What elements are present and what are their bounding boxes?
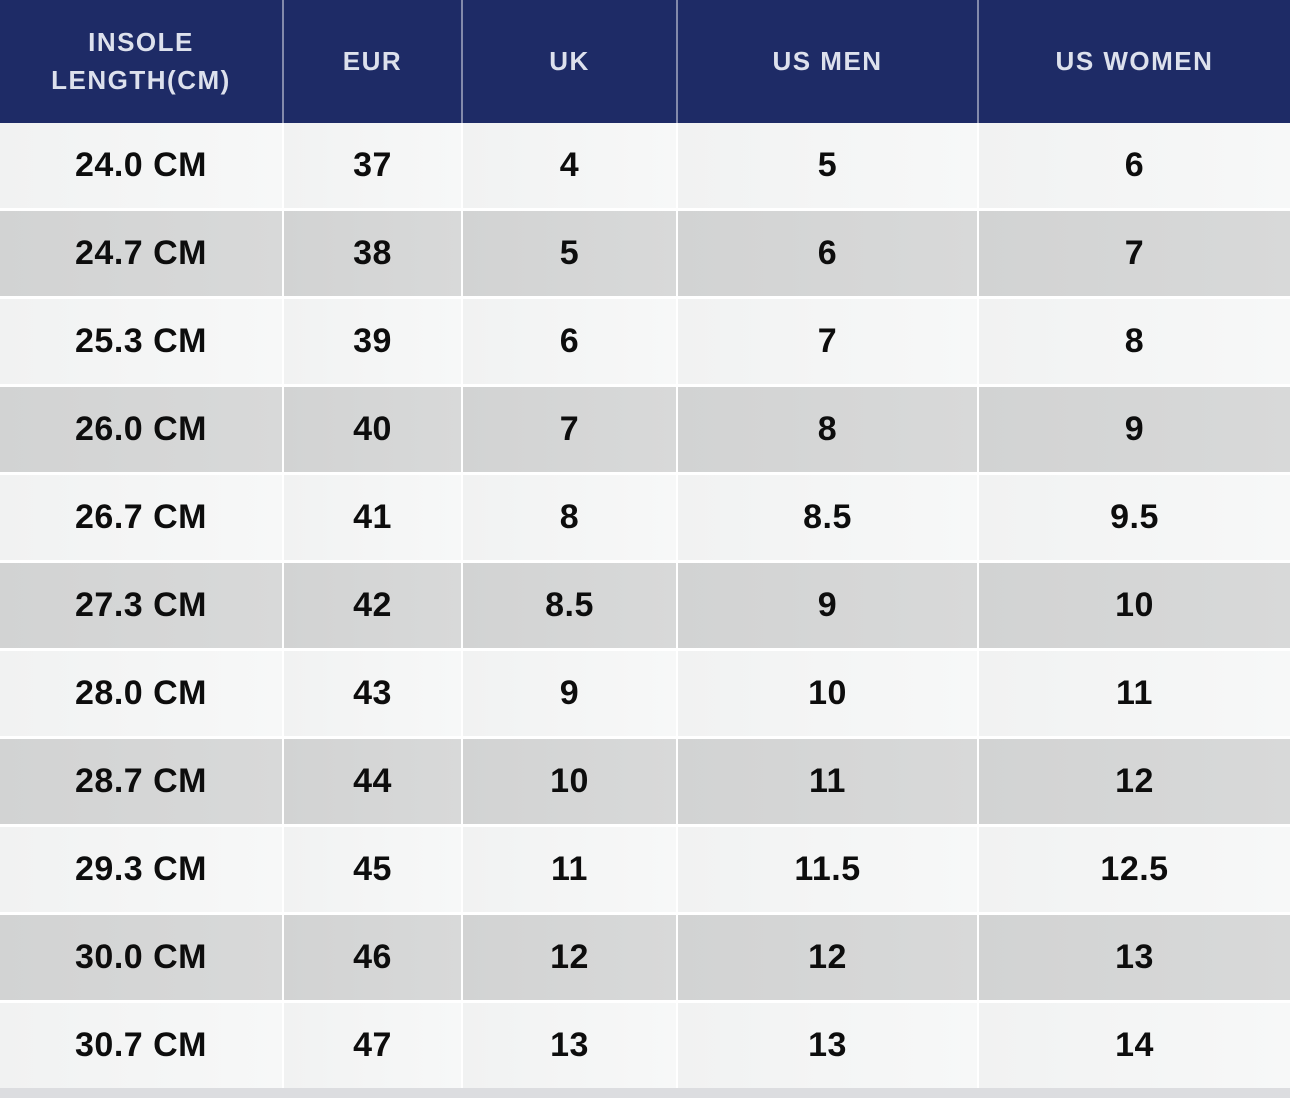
table-cell: 10 — [977, 560, 1290, 650]
table-row: 28.0 CM 43 9 10 11 — [0, 648, 1290, 738]
table-cell: 7 — [676, 296, 978, 386]
table-cell: 8 — [676, 384, 978, 474]
table-cell: 13 — [461, 1000, 677, 1088]
table-cell: 9.5 — [977, 472, 1290, 562]
table-row: 27.3 CM 42 8.5 9 10 — [0, 560, 1290, 650]
table-cell: 27.3 CM — [0, 560, 283, 650]
table-cell: 8.5 — [461, 560, 677, 650]
table-row: 24.0 CM 37 4 5 6 — [0, 123, 1290, 210]
table-cell: 5 — [461, 208, 677, 298]
table-header: INSOLE LENGTH(CM) EUR UK US MEN US WOMEN — [0, 0, 1290, 123]
table-body: 24.0 CM 37 4 5 6 24.7 CM 38 5 6 7 25.3 CM 39 6 7 8 26.0… — [0, 123, 1290, 1088]
table-cell: 30.0 CM — [0, 912, 283, 1002]
table-cell: 10 — [676, 648, 978, 738]
bottom-edge-strip — [0, 1088, 1290, 1098]
table-cell: 29.3 CM — [0, 824, 283, 914]
table-cell: 43 — [282, 648, 462, 738]
table-row: 28.7 CM 44 10 11 12 — [0, 736, 1290, 826]
table-cell: 46 — [282, 912, 462, 1002]
table-cell: 37 — [282, 123, 462, 210]
table-cell: 41 — [282, 472, 462, 562]
table-row: 26.0 CM 40 7 8 9 — [0, 384, 1290, 474]
table-row: 26.7 CM 41 8 8.5 9.5 — [0, 472, 1290, 562]
table-cell: 8.5 — [676, 472, 978, 562]
header-cell-uk: UK — [461, 0, 677, 123]
header-cell-us-men: US MEN — [676, 0, 978, 123]
header-row: INSOLE LENGTH(CM) EUR UK US MEN US WOMEN — [0, 0, 1290, 123]
header-cell-us-women: US WOMEN — [977, 0, 1290, 123]
table-cell: 28.0 CM — [0, 648, 283, 738]
table-cell: 30.7 CM — [0, 1000, 283, 1088]
table-row: 25.3 CM 39 6 7 8 — [0, 296, 1290, 386]
table-cell: 47 — [282, 1000, 462, 1088]
table-cell: 6 — [977, 123, 1290, 210]
table-cell: 28.7 CM — [0, 736, 283, 826]
header-cell-insole-length: INSOLE LENGTH(CM) — [0, 0, 283, 123]
table-cell: 42 — [282, 560, 462, 650]
table-cell: 44 — [282, 736, 462, 826]
table-cell: 8 — [977, 296, 1290, 386]
table-cell: 12 — [676, 912, 978, 1002]
table-cell: 45 — [282, 824, 462, 914]
table-cell: 4 — [461, 123, 677, 210]
table-row: 30.0 CM 46 12 12 13 — [0, 912, 1290, 1002]
table-cell: 7 — [977, 208, 1290, 298]
table-cell: 38 — [282, 208, 462, 298]
table-cell: 11.5 — [676, 824, 978, 914]
table-cell: 13 — [977, 912, 1290, 1002]
table-cell: 9 — [977, 384, 1290, 474]
table-cell: 13 — [676, 1000, 978, 1088]
table-cell: 11 — [977, 648, 1290, 738]
table-cell: 11 — [676, 736, 978, 826]
table-cell: 7 — [461, 384, 677, 474]
table-cell: 40 — [282, 384, 462, 474]
table-cell: 12.5 — [977, 824, 1290, 914]
table-row: 30.7 CM 47 13 13 14 — [0, 1000, 1290, 1088]
table-cell: 12 — [461, 912, 677, 1002]
table-cell: 39 — [282, 296, 462, 386]
table-row: 24.7 CM 38 5 6 7 — [0, 208, 1290, 298]
table-cell: 25.3 CM — [0, 296, 283, 386]
table-cell: 11 — [461, 824, 677, 914]
table-cell: 9 — [461, 648, 677, 738]
table-cell: 6 — [461, 296, 677, 386]
table-cell: 26.7 CM — [0, 472, 283, 562]
table-cell: 9 — [676, 560, 978, 650]
table-cell: 12 — [977, 736, 1290, 826]
table-cell: 6 — [676, 208, 978, 298]
header-cell-eur: EUR — [282, 0, 462, 123]
table-cell: 8 — [461, 472, 677, 562]
table-cell: 24.7 CM — [0, 208, 283, 298]
table-row: 29.3 CM 45 11 11.5 12.5 — [0, 824, 1290, 914]
table-cell: 5 — [676, 123, 978, 210]
table-cell: 24.0 CM — [0, 123, 283, 210]
table-cell: 26.0 CM — [0, 384, 283, 474]
table-cell: 14 — [977, 1000, 1290, 1088]
table-cell: 10 — [461, 736, 677, 826]
